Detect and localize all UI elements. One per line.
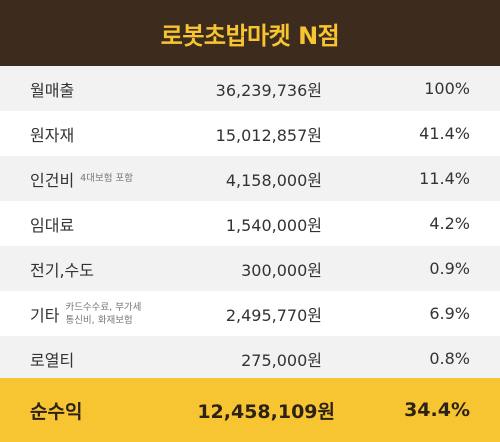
row-percent: 6.9%: [429, 304, 470, 323]
row-label-text: 전기,수도: [30, 260, 94, 280]
store-title: 로봇초밥마켓 N점: [160, 21, 340, 50]
net-profit-row: 순수익 12,458,109원 34.4%: [0, 378, 500, 442]
table-row-raw-materials: 원자재 15,012,857원 41.4%: [0, 111, 500, 156]
row-amount: 15,012,857원: [215, 125, 322, 145]
row-percent: 41.4%: [419, 124, 470, 143]
row-label-text: 원자재: [30, 125, 75, 145]
row-note: 4대보험 포함: [80, 172, 133, 185]
row-label: 로열티: [30, 347, 74, 371]
row-label: 월매출: [30, 77, 74, 101]
net-profit-label-text: 순수익: [30, 400, 83, 423]
table-row-rent: 임대료 1,540,000원 4.2%: [0, 201, 500, 246]
row-label-text: 임대료: [30, 215, 75, 235]
row-percent: 0.9%: [429, 259, 470, 278]
row-amount: 275,000원: [241, 350, 322, 370]
table-row-utilities: 전기,수도 300,000원 0.9%: [0, 246, 500, 291]
row-percent: 100%: [424, 79, 470, 98]
row-label-text: 로열티: [30, 350, 75, 370]
net-profit-amount: 12,458,109원: [197, 400, 335, 423]
row-label-text: 인건비: [30, 170, 75, 190]
row-note: 카드수수료, 부가세 통신비, 화재보험: [65, 301, 141, 327]
row-label: 원자재: [30, 122, 74, 146]
row-label: 인건비 4대보험 포함: [30, 167, 133, 191]
table-row-labor: 인건비 4대보험 포함 4,158,000원 11.4%: [0, 156, 500, 201]
row-amount: 300,000원: [241, 260, 322, 280]
row-amount: 1,540,000원: [225, 215, 322, 235]
row-amount: 4,158,000원: [225, 170, 322, 190]
row-amount: 2,495,770원: [225, 305, 322, 325]
row-label: 기타 카드수수료, 부가세 통신비, 화재보험: [30, 301, 141, 327]
row-label: 임대료: [30, 212, 74, 236]
table-row-other: 기타 카드수수료, 부가세 통신비, 화재보험 2,495,770원 6.9%: [0, 291, 500, 336]
net-profit-percent: 34.4%: [404, 399, 470, 421]
table-row-monthly-sales: 월매출 36,239,736원 100%: [0, 66, 500, 111]
row-note-line: 통신비, 화재보험: [65, 314, 133, 326]
table-header: 로봇초밥마켓 N점: [0, 0, 500, 66]
row-percent: 0.8%: [429, 349, 470, 368]
row-note-line: 4대보험 포함: [80, 173, 133, 184]
row-label: 전기,수도: [30, 257, 94, 281]
table-row-royalty: 로열티 275,000원 0.8%: [0, 336, 500, 381]
net-profit-label: 순수익: [30, 397, 82, 424]
row-label-text: 기타: [30, 305, 60, 325]
row-percent: 4.2%: [429, 214, 470, 233]
row-label-text: 월매출: [30, 80, 75, 100]
row-amount: 36,239,736원: [215, 80, 322, 100]
row-percent: 11.4%: [419, 169, 470, 188]
row-note-line: 카드수수료, 부가세: [65, 301, 142, 313]
